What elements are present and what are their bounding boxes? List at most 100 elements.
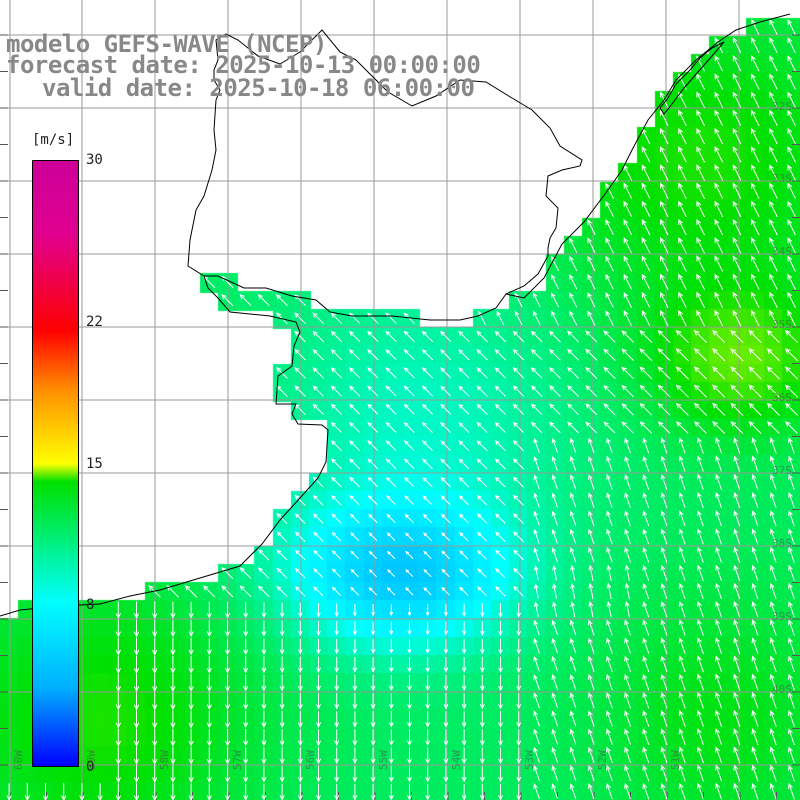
wind-arrow	[569, 455, 577, 472]
wind-arrow	[678, 437, 686, 454]
wind-arrow	[624, 783, 632, 800]
wind-arrow	[350, 532, 360, 542]
wind-arrow	[516, 729, 522, 747]
wind-arrow	[294, 312, 306, 325]
wind-arrow	[330, 403, 343, 415]
wind-arrow	[115, 601, 121, 620]
wind-arrow	[224, 638, 231, 656]
wind-arrow	[787, 309, 796, 327]
wind-arrow	[516, 674, 522, 692]
wind-arrow	[403, 330, 415, 343]
wind-arrow	[569, 674, 577, 691]
wind-arrow	[587, 219, 596, 236]
wind-arrow	[696, 73, 705, 90]
wind-arrow	[678, 728, 686, 746]
wind-arrow	[788, 455, 795, 472]
latitude-label: 36S	[772, 391, 792, 404]
wind-arrow	[313, 531, 324, 542]
wind-arrow	[221, 585, 234, 598]
wind-arrow	[297, 692, 303, 710]
wind-arrow	[750, 73, 760, 90]
wind-arrow	[678, 546, 686, 563]
wind-arrow	[352, 639, 358, 655]
wind-arrow	[533, 292, 541, 308]
wind-arrow	[659, 255, 669, 272]
wind-arrow	[552, 565, 557, 581]
wind-arrow	[477, 586, 487, 597]
wind-arrow	[404, 476, 415, 488]
wind-arrow	[587, 673, 595, 691]
wind-arrow	[750, 127, 760, 145]
wind-arrow	[533, 765, 540, 782]
wind-arrow	[97, 783, 103, 800]
wind-arrow	[461, 693, 467, 710]
wind-arrow	[312, 348, 325, 361]
wind-arrow	[443, 693, 449, 710]
wind-arrow	[152, 674, 158, 693]
wind-arrow	[389, 604, 394, 617]
wind-arrow	[170, 765, 176, 784]
wind-arrow	[512, 512, 524, 524]
wind-arrow	[334, 711, 340, 728]
wind-arrow	[696, 91, 705, 108]
wind-arrow	[243, 638, 249, 656]
wind-arrow	[551, 255, 560, 272]
wind-arrow	[769, 218, 778, 236]
wind-arrow	[624, 474, 631, 490]
wind-arrow	[349, 403, 361, 415]
wind-arrow	[696, 637, 704, 655]
wind-arrow	[407, 747, 412, 765]
wind-arrow	[567, 421, 579, 434]
wind-arrow	[239, 585, 252, 598]
wind-arrow	[551, 674, 559, 691]
wind-arrow	[769, 473, 777, 490]
wind-arrow	[675, 329, 689, 344]
wind-arrow	[569, 655, 577, 672]
wind-arrow	[334, 603, 339, 618]
wind-arrow	[279, 710, 285, 729]
wind-arrow	[660, 691, 668, 709]
wind-arrow	[696, 182, 705, 199]
wind-arrow	[678, 582, 686, 600]
wind-arrow	[605, 182, 614, 199]
wind-arrow	[348, 367, 361, 379]
wind-arrow	[152, 619, 158, 638]
wind-arrow	[206, 619, 212, 638]
legend-tick-label: 15	[86, 455, 103, 472]
wind-arrow	[423, 587, 432, 596]
wind-arrow	[678, 564, 686, 581]
wind-arrow	[567, 348, 580, 361]
wind-arrow	[243, 620, 249, 637]
wind-arrow	[352, 765, 358, 783]
wind-arrow	[532, 310, 541, 326]
wind-arrow	[551, 728, 559, 745]
wind-arrow	[425, 604, 430, 617]
wind-arrow	[769, 655, 777, 673]
wind-arrow	[696, 709, 704, 727]
wind-arrow	[570, 564, 576, 581]
wind-arrow	[206, 692, 212, 711]
wind-arrow	[443, 729, 449, 747]
wind-arrow	[443, 603, 448, 617]
wind-arrow	[115, 728, 121, 747]
wind-arrow	[385, 440, 397, 452]
wind-arrow	[769, 164, 778, 181]
wind-arrow	[425, 693, 431, 710]
wind-arrow	[533, 674, 540, 690]
wind-arrow	[787, 73, 796, 90]
wind-arrow	[606, 673, 613, 691]
wind-arrow	[696, 764, 704, 782]
wind-arrow	[224, 747, 231, 765]
wind-arrow	[297, 765, 303, 783]
wind-arrow	[312, 403, 324, 415]
wind-arrow	[494, 476, 506, 488]
wind-arrow	[552, 601, 558, 618]
wind-arrow	[748, 420, 762, 434]
wind-arrow	[294, 549, 306, 561]
wind-arrow	[551, 746, 559, 763]
wind-arrow	[331, 550, 342, 560]
wind-arrow	[732, 109, 742, 127]
wind-arrow	[621, 348, 634, 361]
wind-arrow	[639, 384, 653, 398]
wind-arrow	[405, 587, 414, 596]
